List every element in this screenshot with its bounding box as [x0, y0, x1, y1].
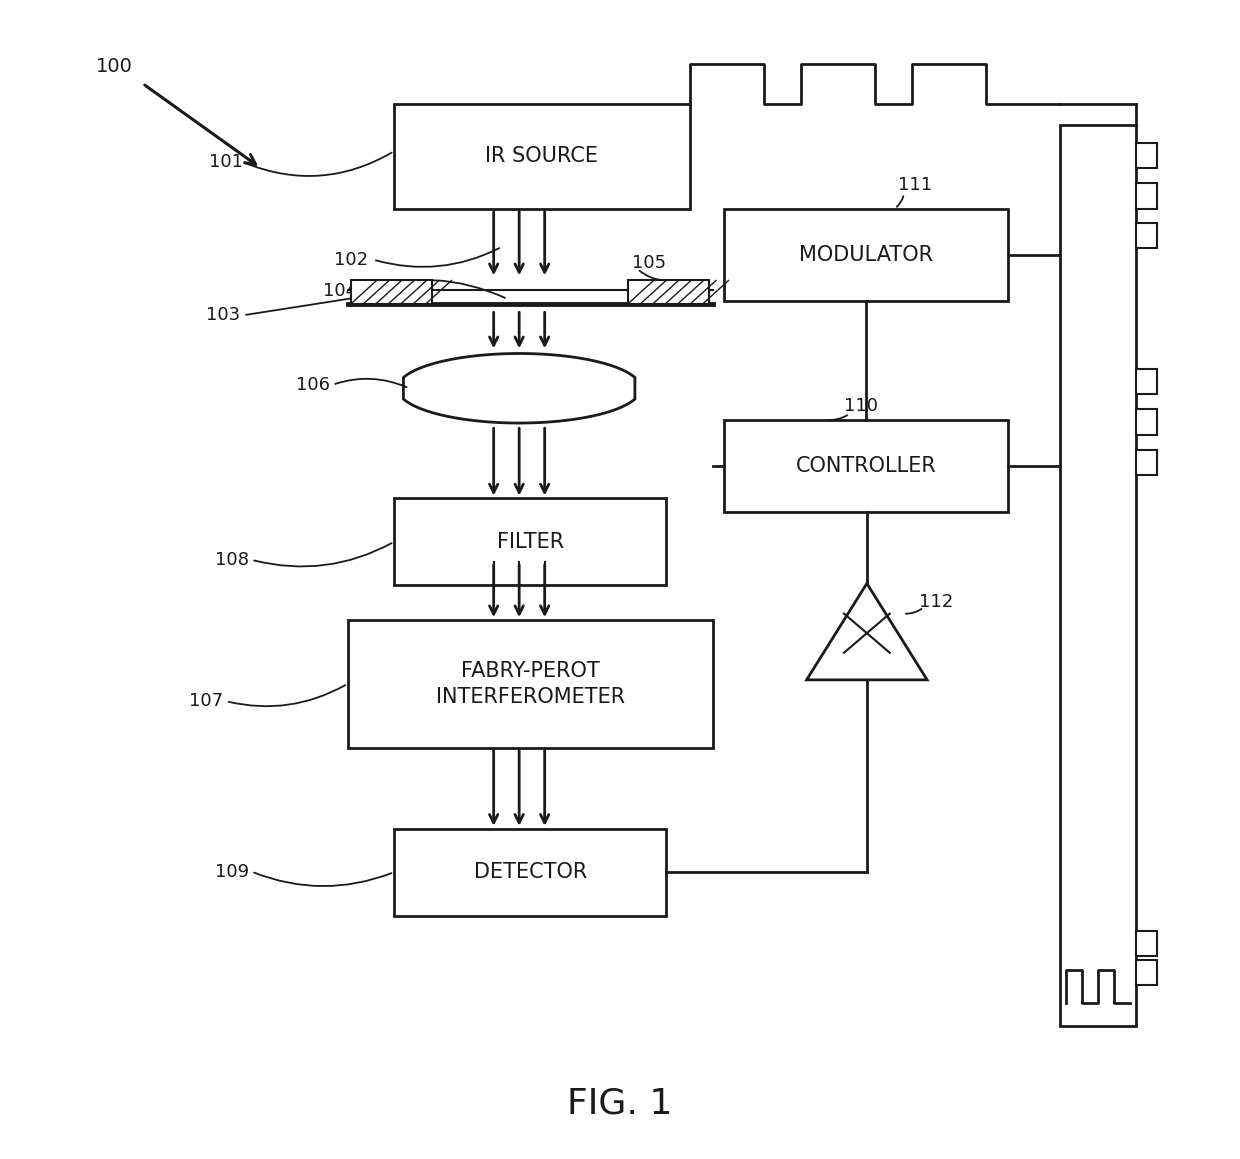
Bar — [1136, 409, 1157, 435]
Text: 102: 102 — [335, 250, 368, 269]
Polygon shape — [806, 583, 928, 680]
Bar — [394, 498, 666, 585]
Bar — [1136, 931, 1157, 956]
Text: DETECTOR: DETECTOR — [474, 862, 587, 882]
Bar — [1136, 450, 1157, 475]
Bar — [351, 280, 433, 304]
Text: 107: 107 — [190, 692, 223, 710]
Text: 108: 108 — [215, 551, 249, 569]
Text: 112: 112 — [919, 592, 954, 611]
Text: 101: 101 — [210, 153, 243, 172]
Text: CONTROLLER: CONTROLLER — [796, 455, 936, 476]
Bar — [1136, 143, 1157, 168]
Bar — [724, 209, 1008, 301]
Bar — [394, 104, 689, 209]
Polygon shape — [403, 353, 635, 423]
Text: FIG. 1: FIG. 1 — [568, 1086, 672, 1121]
Bar — [1136, 960, 1157, 985]
Text: 104: 104 — [322, 282, 357, 300]
Text: 105: 105 — [631, 254, 666, 272]
Text: 110: 110 — [843, 396, 878, 415]
Bar — [1136, 183, 1157, 209]
Text: 109: 109 — [215, 862, 249, 881]
Text: FABRY-PEROT
INTERFEROMETER: FABRY-PEROT INTERFEROMETER — [435, 661, 625, 707]
Text: 103: 103 — [206, 306, 239, 325]
Bar — [394, 829, 666, 916]
Text: MODULATOR: MODULATOR — [800, 245, 934, 265]
Text: IR SOURCE: IR SOURCE — [485, 146, 598, 167]
Text: 111: 111 — [898, 176, 932, 195]
Bar — [724, 420, 1008, 512]
Bar — [1060, 125, 1136, 1026]
Text: 106: 106 — [296, 376, 330, 394]
Text: 100: 100 — [97, 57, 133, 75]
Text: FILTER: FILTER — [496, 532, 564, 552]
Bar — [1136, 369, 1157, 394]
Bar — [347, 620, 713, 748]
Bar — [1136, 223, 1157, 248]
Bar — [629, 280, 709, 304]
